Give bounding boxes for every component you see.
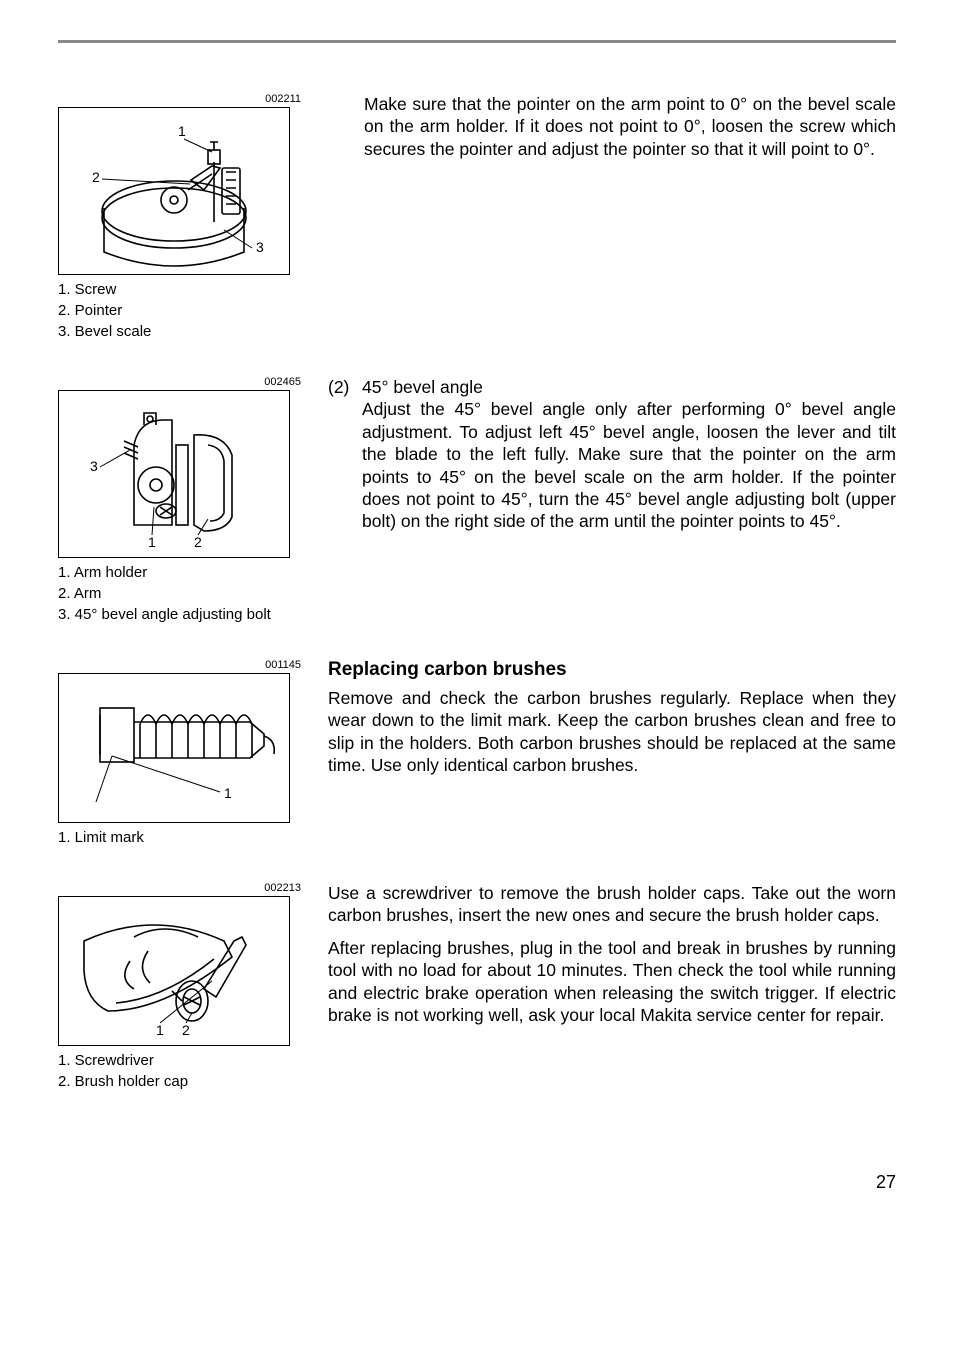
screwdriver-diagram: 1 2: [64, 901, 284, 1041]
page-number: 27: [58, 1172, 896, 1193]
figure-block-1: 002211 1 2: [58, 93, 303, 342]
caption-item: 2. Pointer: [58, 300, 303, 321]
arm-holder-diagram: 3 1 2: [64, 395, 284, 553]
caption-item: 1. Arm holder: [58, 562, 303, 583]
figure-id: 002213: [58, 882, 303, 894]
callout-1: 1: [224, 785, 232, 801]
caption-list: 1. Screwdriver 2. Brush holder cap: [58, 1050, 303, 1092]
text-column: Replacing carbon brushes Remove and chec…: [328, 659, 896, 777]
figure-box: 1 2 3: [58, 107, 290, 275]
callout-1: 1: [148, 534, 156, 550]
caption-item: 1. Limit mark: [58, 827, 303, 848]
figure-block-2: 002465 3 1: [58, 376, 303, 625]
screw-pointer-diagram: 1 2 3: [64, 112, 284, 270]
body-paragraph: Use a screwdriver to remove the brush ho…: [328, 882, 896, 927]
figure-box: 3 1 2: [58, 390, 290, 558]
limit-mark-diagram: 1: [64, 678, 284, 818]
caption-item: 3. 45° bevel angle adjusting bolt: [58, 604, 303, 625]
callout-2: 2: [182, 1022, 190, 1038]
figure-id: 001145: [58, 659, 303, 671]
callout-2: 2: [92, 169, 100, 185]
numbered-item: (2) 45° bevel angle Adjust the 45° bevel…: [328, 376, 896, 533]
callout-1: 1: [178, 123, 186, 139]
caption-list: 1. Screw 2. Pointer 3. Bevel scale: [58, 279, 303, 342]
figure-block-3: 001145 1: [58, 659, 303, 848]
figure-box: 1: [58, 673, 290, 823]
callout-3: 3: [256, 239, 264, 255]
heading-replacing-brushes: Replacing carbon brushes: [328, 659, 896, 681]
figure-box: 1 2: [58, 896, 290, 1046]
callout-1: 1: [156, 1022, 164, 1038]
callout-2: 2: [194, 534, 202, 550]
figure-block-4: 002213 1 2: [58, 882, 303, 1092]
section-pointer-adjust: 002211 1 2: [58, 93, 896, 342]
caption-item: 2. Arm: [58, 583, 303, 604]
list-title: 45° bevel angle: [362, 377, 483, 397]
section-screwdriver: 002213 1 2: [58, 882, 896, 1092]
text-column: Use a screwdriver to remove the brush ho…: [328, 882, 896, 1026]
body-paragraph: Remove and check the carbon brushes regu…: [328, 687, 896, 777]
list-body: 45° bevel angle Adjust the 45° bevel ang…: [362, 376, 896, 533]
callout-3: 3: [90, 458, 98, 474]
body-paragraph: Make sure that the pointer on the arm po…: [328, 93, 896, 160]
caption-item: 1. Screw: [58, 279, 303, 300]
caption-item: 1. Screwdriver: [58, 1050, 303, 1071]
list-number: (2): [328, 376, 362, 533]
section-45-bevel: 002465 3 1: [58, 376, 896, 625]
caption-list: 1. Arm holder 2. Arm 3. 45° bevel angle …: [58, 562, 303, 625]
body-paragraph: After replacing brushes, plug in the too…: [328, 937, 896, 1027]
caption-list: 1. Limit mark: [58, 827, 303, 848]
figure-id: 002465: [58, 376, 303, 388]
list-text: Adjust the 45° bevel angle only after pe…: [362, 399, 896, 531]
section-carbon-brushes: 001145 1: [58, 659, 896, 848]
text-column: Make sure that the pointer on the arm po…: [328, 93, 896, 160]
figure-id: 002211: [58, 93, 303, 105]
caption-item: 3. Bevel scale: [58, 321, 303, 342]
caption-item: 2. Brush holder cap: [58, 1071, 303, 1092]
top-rule: [58, 40, 896, 43]
text-column: (2) 45° bevel angle Adjust the 45° bevel…: [328, 376, 896, 533]
